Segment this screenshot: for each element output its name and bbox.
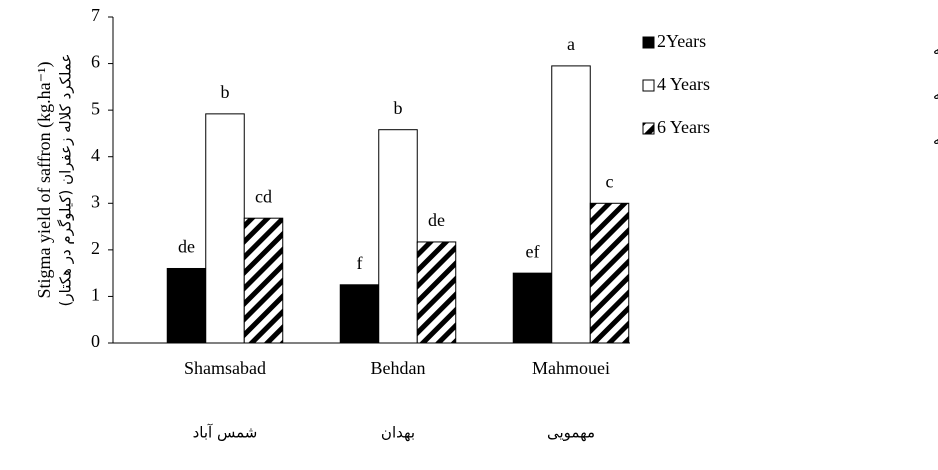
bar-letter: c (606, 171, 614, 191)
y-tick-label: 2 (91, 238, 100, 258)
legend-label: 4 Years (657, 74, 710, 94)
legend-label: 6 Years (657, 117, 710, 137)
bar (416, 241, 457, 344)
legend-label-persian: شش ساله (933, 131, 938, 149)
y-axis-label-persian: عملکرد کلاله زعفران (کیلوگرم در هکتار) (57, 54, 75, 307)
y-tick-label: 7 (91, 5, 100, 25)
bar (339, 284, 380, 344)
x-tick-label: Behdan (371, 358, 426, 378)
bar (378, 129, 418, 344)
bar-letter: cd (255, 186, 272, 206)
bar-letter: b (221, 82, 230, 102)
bar-letter: ef (526, 241, 540, 261)
bar-letter: b (394, 98, 403, 118)
legend-swatch (642, 122, 655, 135)
x-tick-label-persian: مهمویی (547, 424, 595, 442)
bar-letter: de (428, 210, 445, 230)
y-tick-label: 0 (91, 331, 100, 351)
x-tick-label-persian: بهدان (381, 424, 415, 442)
bar (512, 272, 553, 344)
legend-swatch (642, 79, 655, 92)
bar (551, 65, 591, 344)
bar (243, 217, 284, 344)
legend-label: 2Years (657, 31, 706, 51)
legend-label-persian: چهار ساله (933, 86, 938, 104)
x-tick-label-persian: شمس آباد (193, 424, 258, 442)
y-tick-label: 3 (91, 191, 100, 211)
bar (205, 113, 245, 344)
x-tick-label: Mahmouei (532, 358, 610, 378)
x-tick-label: Shamsabad (184, 358, 266, 378)
bar-letter: de (178, 237, 195, 257)
y-tick-label: 5 (91, 98, 100, 118)
bar-letter: a (567, 34, 575, 54)
y-axis-label: Stigma yield of saffron (kg.ha⁻¹) (34, 61, 55, 298)
bar (166, 267, 207, 344)
y-tick-label: 6 (91, 52, 100, 72)
legend-swatch (642, 36, 655, 49)
bar (589, 202, 630, 344)
bar-letter: f (357, 253, 363, 273)
y-tick-label: 4 (91, 145, 100, 165)
legend-label-persian: دو ساله (933, 41, 938, 59)
y-tick-label: 1 (91, 285, 100, 305)
